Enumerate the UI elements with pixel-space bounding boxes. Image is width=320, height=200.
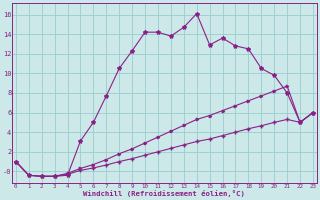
X-axis label: Windchill (Refroidissement éolien,°C): Windchill (Refroidissement éolien,°C): [84, 190, 245, 197]
